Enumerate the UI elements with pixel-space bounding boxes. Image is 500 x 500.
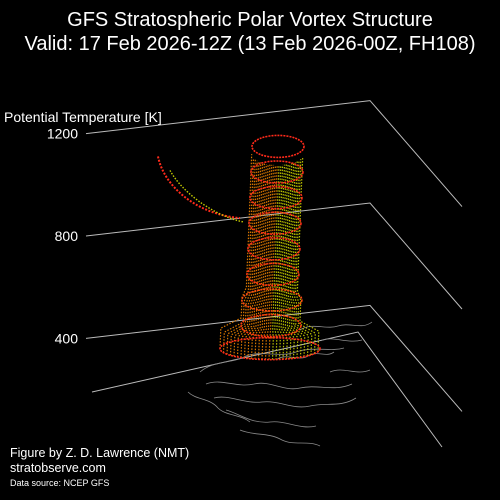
- vortex-ring: [246, 262, 300, 287]
- vortex-striation: [274, 164, 282, 360]
- vortex-striation: [240, 162, 264, 358]
- vortex-striation: [236, 162, 262, 358]
- coastline-map: [187, 321, 373, 447]
- lobe-edge: [157, 156, 241, 220]
- vortex-striation: [282, 164, 292, 359]
- vortex-striation: [247, 163, 267, 359]
- vortex-striation: [264, 164, 276, 360]
- vortex-striation: [268, 165, 278, 360]
- coastline: [199, 347, 345, 373]
- vortex-striation: [289, 162, 306, 357]
- grid-line-1200: [85, 100, 463, 207]
- vortex-ring: [240, 313, 302, 338]
- z-axis-ticks: 400 800 1200: [47, 126, 78, 347]
- vortex-striation: [278, 164, 286, 360]
- vortex-body: [219, 154, 320, 360]
- vortex-striation: [280, 164, 288, 360]
- vortex-striation: [291, 161, 309, 356]
- grid-line-400: [85, 304, 463, 412]
- grid-line-800: [85, 202, 463, 310]
- z-tick-label: 800: [55, 228, 79, 244]
- coastline: [275, 351, 335, 361]
- vortex-ring: [247, 237, 301, 261]
- vortex-ring: [249, 185, 303, 210]
- coastline: [299, 321, 373, 331]
- vortex-striation: [293, 160, 313, 355]
- vortex-striation: [285, 163, 299, 358]
- coastline: [225, 409, 317, 428]
- vortex-striation: [296, 157, 320, 352]
- vortex-striation: [287, 162, 302, 358]
- z-tick-label: 1200: [47, 126, 78, 142]
- coastline: [213, 396, 357, 408]
- vortex-striation: [229, 160, 258, 356]
- vortex-striation: [243, 163, 265, 359]
- vortex-ring: [219, 336, 321, 361]
- vortex-striation: [257, 164, 273, 360]
- lobe-fill: [169, 170, 245, 223]
- vortex-isosurface: [157, 134, 321, 361]
- vortex-ring: [251, 134, 305, 159]
- vortex-striation: [233, 161, 260, 357]
- vortex-striation: [254, 164, 271, 360]
- coastline: [205, 381, 353, 390]
- floor-outline: [91, 331, 443, 448]
- vortex-striation: [261, 164, 275, 360]
- vortex-striation: [250, 164, 269, 359]
- chart-title: GFS Stratospheric Polar Vortex Structure: [67, 9, 433, 31]
- z-axis-label: Potential Temperature [K]: [4, 109, 162, 125]
- credit-site: stratobserve.com: [10, 461, 106, 475]
- vortex-striation: [226, 159, 256, 355]
- credit-author: Figure by Z. D. Lawrence (NMT): [10, 446, 190, 460]
- vortex-detached-lobe: [157, 156, 245, 223]
- vortex-striation: [271, 165, 280, 360]
- vortex-rings: [219, 134, 321, 361]
- vortex-striation: [276, 164, 284, 360]
- coastline: [329, 369, 371, 373]
- vortex-striation: [284, 163, 295, 359]
- axes-grid: [85, 100, 463, 448]
- chart-subtitle: Valid: 17 Feb 2026-12Z (13 Feb 2026-00Z,…: [24, 33, 476, 55]
- coastline: [239, 429, 321, 447]
- z-tick-label: 400: [55, 330, 79, 346]
- vortex-striation: [222, 158, 255, 353]
- vortex-striation: [294, 159, 316, 354]
- coastline: [187, 391, 251, 423]
- coastline: [321, 338, 363, 342]
- credit-source: Data source: NCEP GFS: [10, 478, 110, 488]
- vortex-ring: [250, 160, 304, 184]
- vortex-ring: [248, 211, 302, 235]
- vortex-ring: [241, 288, 303, 312]
